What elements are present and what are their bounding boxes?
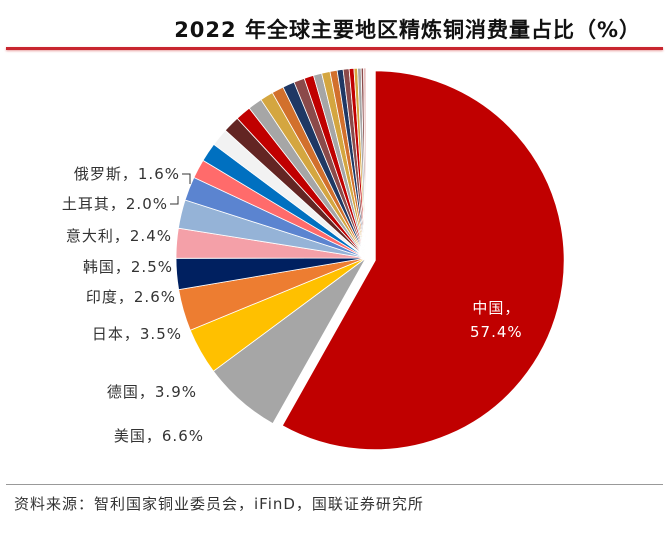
data-label-korea: 韩国，2.5%	[82, 258, 173, 276]
chart-title: 2022 年全球主要地区精炼铜消费量占比（%）	[174, 18, 641, 42]
title-divider	[6, 47, 663, 50]
data-label-japan: 日本，3.5%	[91, 325, 182, 343]
data-label-russia: 俄罗斯，1.6%	[73, 165, 180, 183]
label-china-name: 中国，	[472, 299, 521, 317]
leader-line-turkey	[170, 196, 179, 205]
data-label-turkey: 土耳其，2.0%	[61, 195, 168, 213]
data-label-italy: 意大利，2.4%	[65, 227, 172, 245]
leader-line-russia	[182, 173, 191, 184]
label-china-value: 57.4%	[470, 323, 523, 341]
pie-slice-other-28	[363, 67, 367, 259]
data-label-india: 印度，2.6%	[85, 288, 176, 306]
pie-slice-中国	[280, 69, 566, 452]
data-label-germany: 德国，3.9%	[106, 383, 197, 401]
data-label-usa: 美国，6.6%	[113, 427, 204, 445]
data-label-china: 中国， 57.4%	[470, 296, 523, 344]
source-note: 资料来源：智利国家铜业委员会，iFinD，国联证券研究所	[14, 495, 424, 513]
footer-divider	[6, 484, 663, 485]
